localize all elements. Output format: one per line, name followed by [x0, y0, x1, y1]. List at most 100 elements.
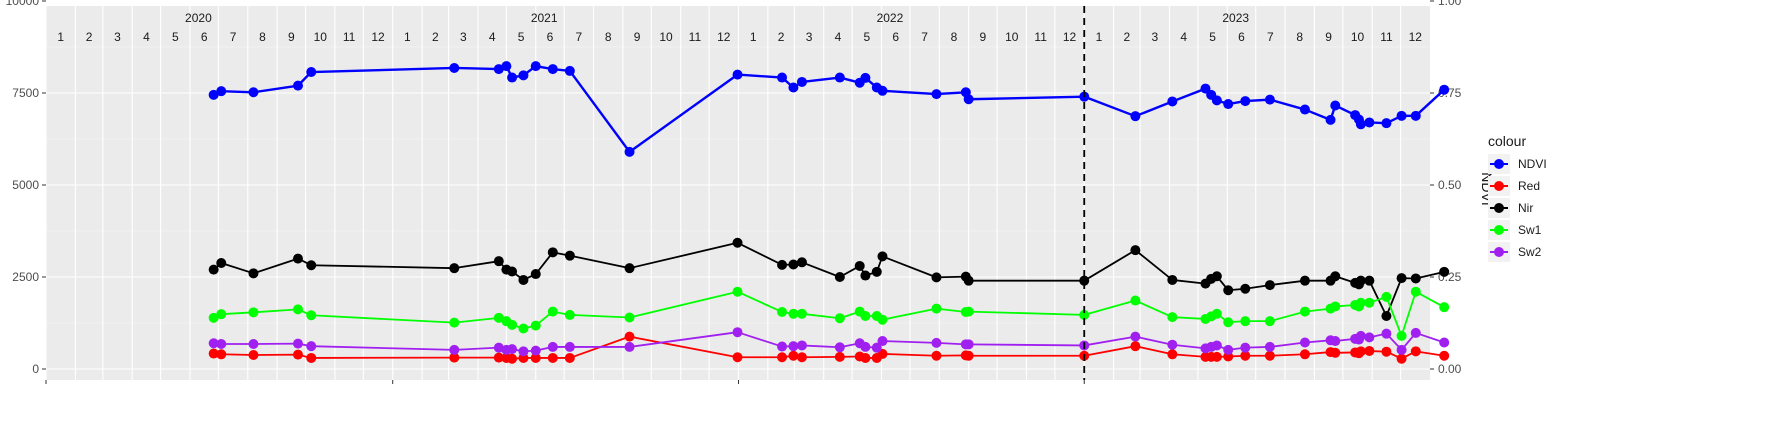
legend-title: colour: [1488, 133, 1526, 149]
data-point-sw2: [1264, 341, 1275, 352]
month-tick-label: 2: [432, 30, 439, 44]
data-point-nir: [1211, 271, 1222, 282]
data-point-ndvi: [732, 69, 743, 80]
data-point-sw2: [931, 337, 942, 348]
data-point-red: [624, 331, 635, 342]
data-point-nir: [518, 274, 529, 285]
data-point-red: [216, 349, 227, 360]
data-point-sw2: [834, 342, 845, 353]
data-point-sw2: [208, 338, 219, 349]
data-point-red: [306, 352, 317, 363]
data-point-red: [1355, 346, 1366, 357]
month-tick-label: 7: [230, 30, 237, 44]
data-point-sw1: [1130, 295, 1141, 306]
month-tick-label: 2: [1124, 30, 1131, 44]
data-point-sw1: [1223, 317, 1234, 328]
data-point-ndvi: [1439, 84, 1450, 95]
month-tick-label: 10: [1351, 30, 1365, 44]
month-tick-label: 1: [1096, 30, 1103, 44]
month-tick-label: 8: [259, 30, 266, 44]
data-point-sw1: [788, 308, 799, 319]
data-point-ndvi: [931, 89, 942, 100]
data-point-ndvi: [834, 72, 845, 83]
data-point-sw1: [493, 312, 504, 323]
year-label: 2022: [877, 11, 904, 25]
data-point-sw2: [624, 341, 635, 352]
data-point-sw1: [1355, 297, 1366, 308]
month-tick-label: 9: [288, 30, 295, 44]
data-point-sw1: [1299, 306, 1310, 317]
data-point-sw1: [1330, 301, 1341, 312]
month-tick-label: 9: [1325, 30, 1332, 44]
data-point-sw1: [518, 323, 529, 334]
data-point-ndvi: [624, 146, 635, 157]
data-point-sw2: [1355, 330, 1366, 341]
data-point-ndvi: [796, 76, 807, 87]
legend-label-red: Red: [1518, 179, 1540, 193]
month-tick-label: 9: [980, 30, 987, 44]
data-point-nir: [1167, 274, 1178, 285]
data-point-red: [931, 350, 942, 361]
data-point-sw1: [306, 310, 317, 321]
data-point-red: [1240, 350, 1251, 361]
data-point-ndvi: [547, 64, 558, 75]
y-tick-label: 0: [32, 362, 39, 376]
data-point-sw1: [507, 319, 518, 330]
data-point-ndvi: [449, 62, 460, 73]
month-tick-label: 11: [1380, 30, 1393, 44]
data-point-sw2: [1299, 337, 1310, 348]
data-point-sw2: [248, 338, 259, 349]
month-tick-label: 11: [689, 30, 702, 44]
data-point-nir: [1364, 275, 1375, 286]
data-point-ndvi: [877, 85, 888, 96]
data-point-nir: [1396, 273, 1407, 284]
data-point-red: [507, 353, 518, 364]
data-point-sw1: [248, 307, 259, 318]
year-label: 2023: [1222, 11, 1249, 25]
data-point-red: [493, 352, 504, 363]
data-point-nir: [877, 251, 888, 262]
data-point-red: [1364, 345, 1375, 356]
data-point-sw2: [1381, 328, 1392, 339]
data-point-nir: [931, 272, 942, 283]
data-point-ndvi: [530, 61, 541, 72]
data-point-sw2: [777, 341, 788, 352]
month-tick-label: 4: [143, 30, 150, 44]
data-point-nir: [547, 247, 558, 258]
month-tick-label: 7: [576, 30, 583, 44]
year-label: 2021: [531, 11, 558, 25]
data-point-sw2: [518, 346, 529, 357]
data-point-sw1: [1211, 308, 1222, 319]
data-point-nir: [292, 253, 303, 264]
data-point-red: [796, 352, 807, 363]
data-point-red: [1299, 349, 1310, 360]
data-point-ndvi: [788, 82, 799, 93]
data-point-sw1: [624, 312, 635, 323]
data-point-nir: [1355, 275, 1366, 286]
data-point-sw1: [796, 308, 807, 319]
data-point-red: [834, 351, 845, 362]
data-point-sw1: [216, 309, 227, 320]
data-point-ndvi: [1299, 104, 1310, 115]
data-point-nir: [871, 266, 882, 277]
month-tick-label: 10: [659, 30, 673, 44]
data-point-ndvi: [963, 94, 974, 105]
data-point-red: [248, 350, 259, 361]
month-tick-label: 12: [1063, 30, 1077, 44]
data-point-nir: [493, 256, 504, 267]
month-tick-label: 7: [921, 30, 928, 44]
y-tick-label: 7500: [12, 86, 39, 100]
month-tick-label: 12: [1409, 30, 1423, 44]
data-point-sw1: [777, 306, 788, 317]
data-point-sw1: [1439, 302, 1450, 313]
data-point-sw2: [1364, 332, 1375, 343]
data-point-sw2: [547, 341, 558, 352]
data-point-nir: [796, 257, 807, 268]
month-tick-label: 1: [404, 30, 411, 44]
data-point-nir: [248, 268, 259, 279]
data-point-sw2: [1410, 327, 1421, 338]
data-point-nir: [208, 264, 219, 275]
month-tick-label: 4: [489, 30, 496, 44]
month-tick-label: 1: [750, 30, 757, 44]
data-point-ndvi: [564, 65, 575, 76]
